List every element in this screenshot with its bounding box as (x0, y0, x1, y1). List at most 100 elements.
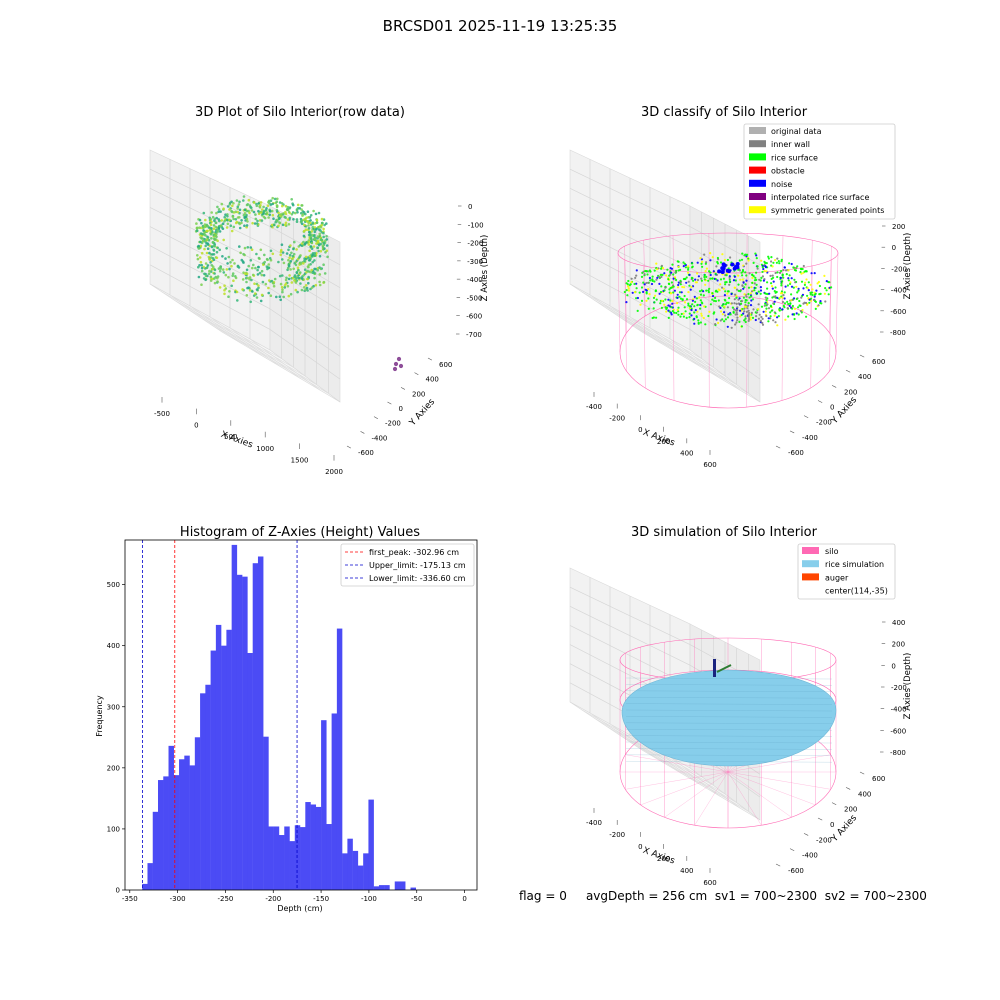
classify-point (715, 265, 718, 268)
simulation-y-tick (775, 863, 781, 867)
raw-point (220, 219, 223, 222)
raw-point (223, 215, 226, 219)
classify-point (740, 300, 744, 303)
raw-x-label: 1500 (291, 456, 309, 464)
histogram-bar (336, 628, 343, 890)
raw-point (311, 221, 315, 224)
simulation-x-label: 200 (657, 855, 670, 863)
raw-point (213, 281, 217, 285)
classify-point (655, 262, 658, 265)
classify-point (677, 265, 680, 268)
classify-point (717, 321, 720, 325)
classify-point (660, 267, 663, 270)
classify-point (660, 275, 663, 278)
raw-point (283, 286, 287, 289)
classify-point (654, 290, 657, 293)
raw-z-label: 0 (468, 203, 472, 211)
raw-point (322, 280, 326, 284)
raw-point (294, 288, 298, 292)
raw-point (271, 213, 275, 217)
classify-point (786, 307, 789, 310)
histogram-bar (378, 885, 385, 890)
classify-point (745, 262, 748, 265)
raw-point (313, 226, 317, 229)
classify-point (750, 290, 754, 293)
histogram-bar (257, 556, 264, 890)
raw-point (326, 255, 329, 259)
classify-point (676, 308, 679, 311)
raw-point (309, 237, 313, 240)
classify-point (687, 265, 690, 268)
classify-point (726, 306, 730, 309)
classify-point (659, 302, 662, 305)
classify-point (695, 315, 698, 318)
classify-point (685, 281, 688, 284)
histogram-y-tick-label: 200 (107, 764, 120, 772)
classify-legend-label: obstacle (771, 167, 805, 176)
classify-point (722, 277, 726, 280)
classify-point (804, 281, 807, 284)
classify-point (671, 302, 674, 305)
grid-line (689, 287, 761, 334)
raw-point (287, 294, 291, 298)
classify-point (767, 255, 770, 258)
classify-point (635, 274, 638, 277)
classify-point (825, 289, 828, 292)
histogram-bars (142, 544, 416, 890)
raw-point (213, 219, 216, 222)
classify-point (780, 284, 783, 287)
raw-point (312, 284, 315, 288)
raw-outlier-point (392, 366, 398, 372)
classify-point (795, 266, 798, 270)
classify-point (671, 310, 675, 313)
simulation-z-label: -600 (890, 727, 906, 735)
histogram-x-axis-label: Depth (cm) (277, 904, 322, 913)
classify-point (809, 291, 812, 294)
classify-point (767, 317, 770, 320)
classify-point (721, 253, 724, 256)
classify-x-label: -400 (586, 403, 602, 411)
classify-point (663, 303, 666, 306)
classify-point (642, 281, 645, 284)
classify-point (823, 292, 827, 295)
classify-point (760, 276, 763, 279)
silo-vertical-line (810, 265, 813, 388)
classify-point (709, 252, 712, 255)
classify-point (741, 252, 744, 255)
raw-point (210, 245, 214, 248)
classify-point (800, 296, 803, 299)
raw-point (226, 222, 230, 226)
raw-z-label: -200 (467, 240, 483, 248)
raw-point (232, 217, 235, 221)
raw-y-tick (346, 445, 351, 449)
classify-point (683, 262, 687, 265)
histogram-y-tick-label: 400 (107, 642, 120, 650)
histogram-bar (273, 826, 280, 890)
raw-point (212, 244, 216, 248)
auger-shaft (713, 659, 716, 677)
classify-point (734, 313, 737, 316)
classify-z-label: -400 (891, 287, 907, 295)
classify-point (776, 257, 779, 260)
raw-point (230, 264, 233, 268)
raw-point (217, 226, 221, 230)
classify-point (790, 285, 794, 288)
classify-point (717, 288, 720, 291)
classify-point (758, 313, 761, 316)
simulation-z-label: -400 (891, 706, 907, 714)
classify-point (724, 318, 728, 321)
histogram-x-tick-label: 0 (462, 895, 466, 903)
raw-point (233, 262, 236, 265)
classify-point (786, 284, 790, 287)
raw-point (292, 247, 295, 251)
raw-y-label: 600 (439, 361, 452, 369)
classify-point (780, 258, 783, 261)
raw-point (322, 227, 325, 231)
raw-point (234, 218, 238, 221)
classify-point (726, 325, 729, 328)
histogram-legend-label: Lower_limit: -336.60 cm (369, 574, 466, 583)
histogram-bar (184, 755, 190, 890)
raw-point (309, 245, 313, 248)
classify-point (763, 292, 767, 295)
classify-point (685, 276, 688, 279)
